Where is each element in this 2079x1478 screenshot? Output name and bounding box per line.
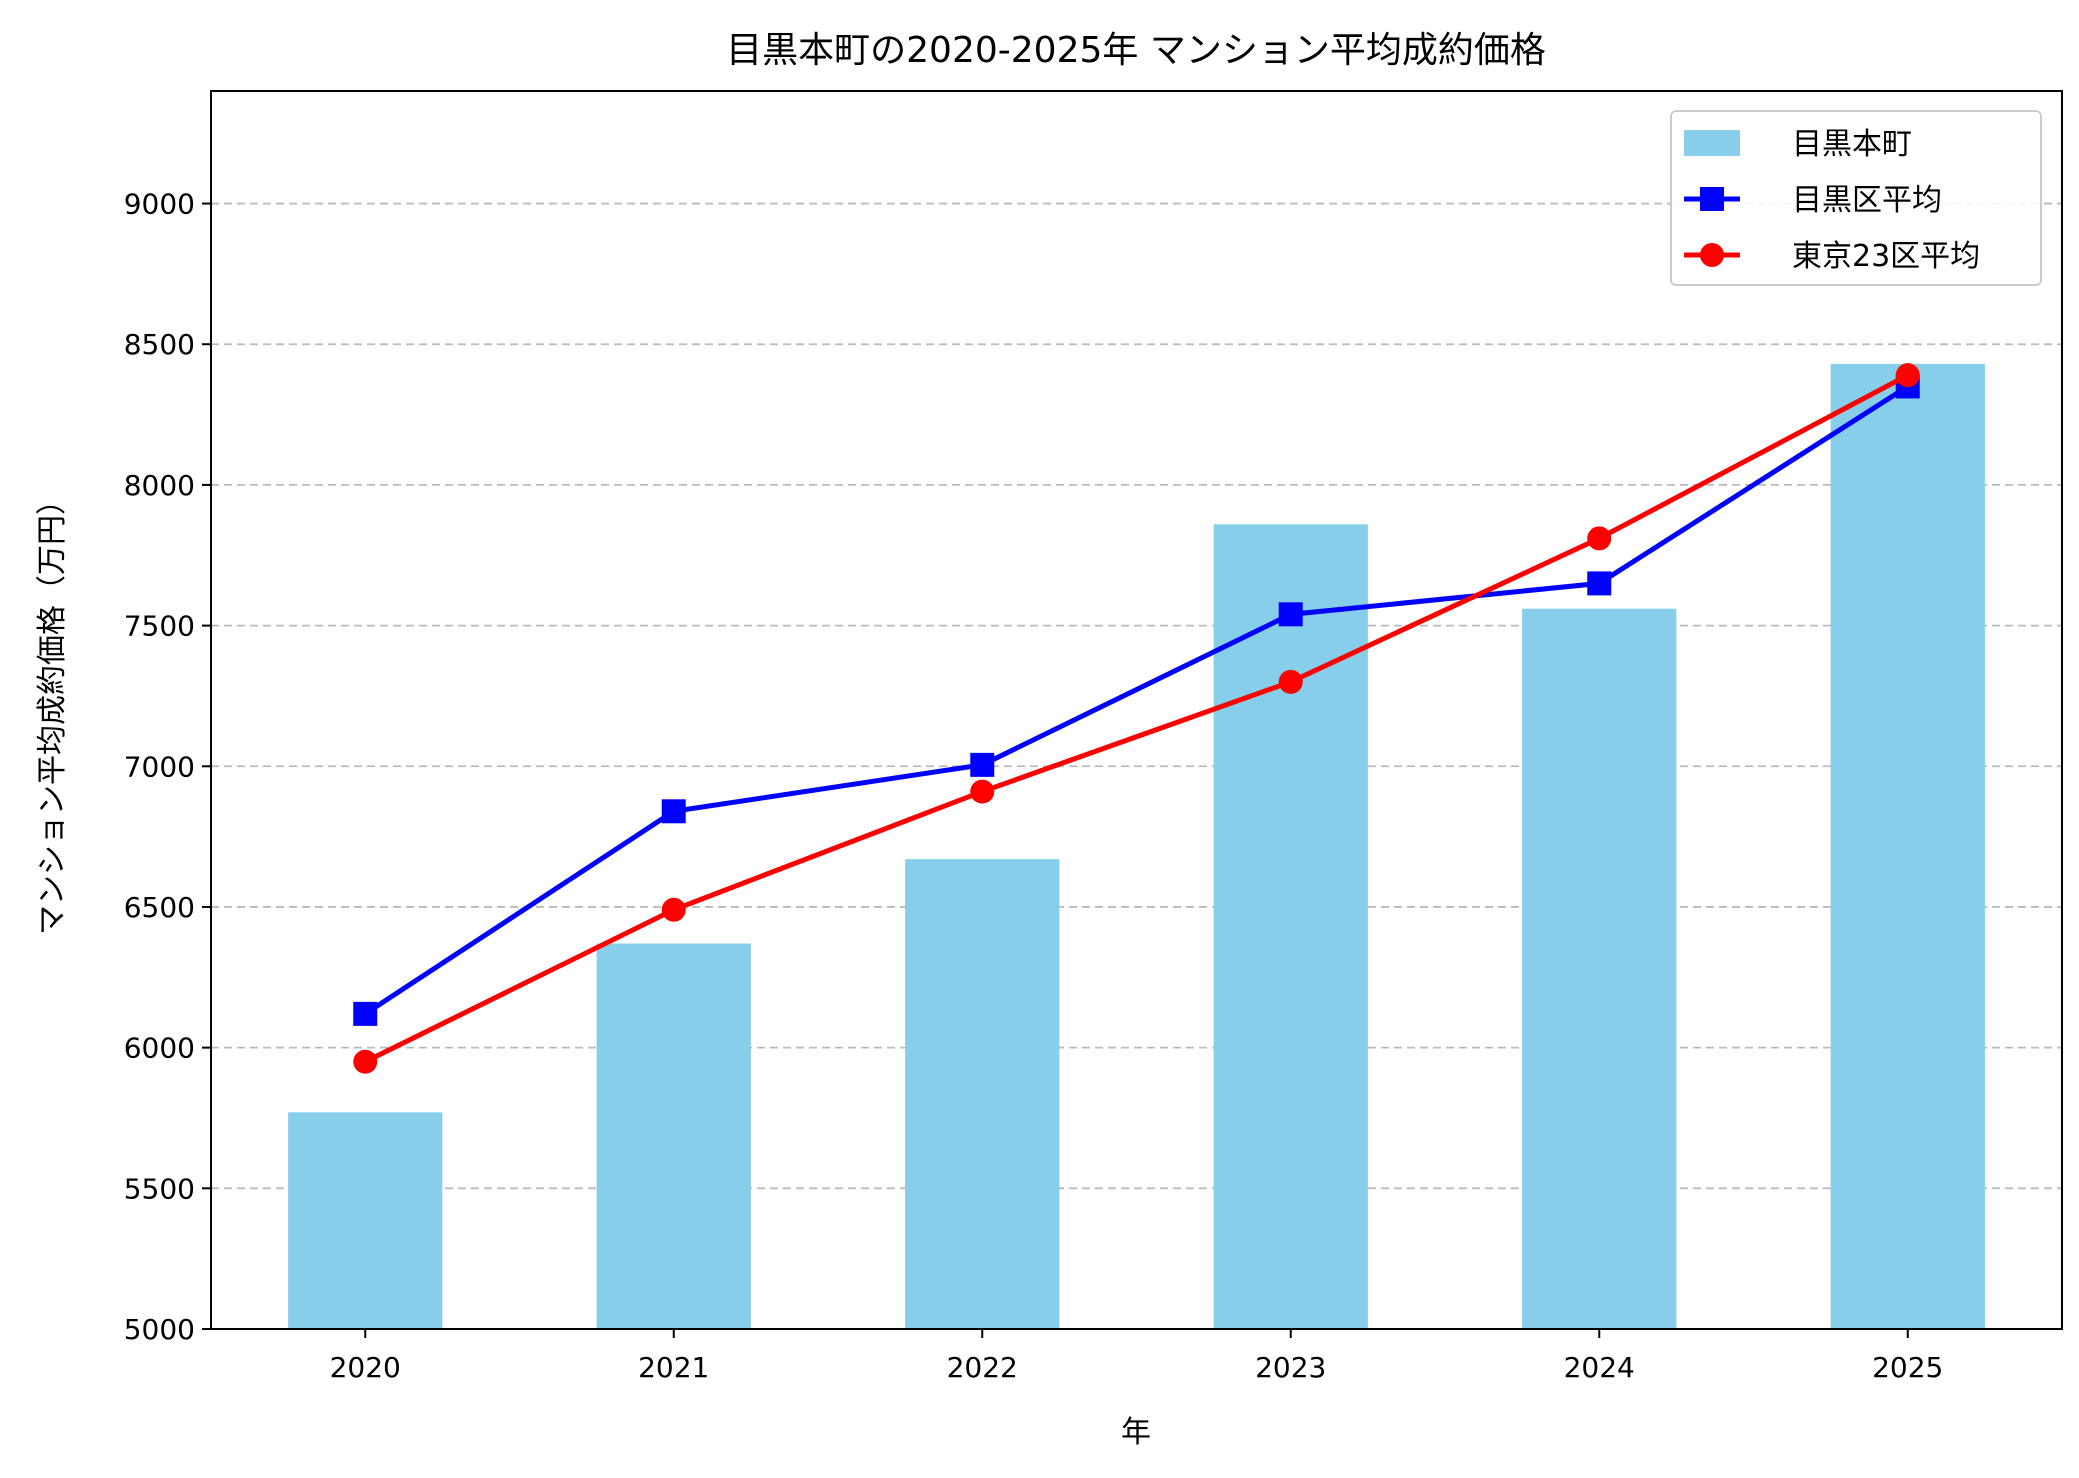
series-line — [363, 384, 1910, 1016]
bar — [288, 1112, 443, 1329]
data-point-square — [970, 752, 995, 777]
bar — [1213, 524, 1368, 1329]
data-point-circle — [970, 779, 995, 804]
lines — [353, 363, 1920, 1074]
y-tick-label: 6000 — [124, 1032, 195, 1065]
legend-label: 目黒区平均 — [1792, 183, 1942, 218]
data-point-circle — [661, 897, 686, 922]
grid — [211, 202, 2062, 1190]
bar — [905, 859, 1060, 1329]
x-tick-label: 2025 — [1872, 1351, 1943, 1384]
data-point-circle — [353, 1049, 378, 1074]
bar — [1830, 363, 1985, 1329]
data-point-square — [661, 799, 686, 824]
data-point-square — [353, 1001, 378, 1026]
y-tick-label: 7500 — [124, 610, 195, 643]
x-axis-label: 年 — [1121, 1415, 1151, 1450]
y-tick-label: 9000 — [124, 188, 195, 221]
legend-frame — [1670, 110, 2042, 286]
y-tick-label: 5500 — [124, 1172, 195, 1205]
x-tick-label: 2023 — [1255, 1351, 1326, 1384]
data-point-square — [1587, 571, 1612, 596]
x-tick-label: 2022 — [947, 1351, 1018, 1384]
data-point-circle — [1895, 363, 1920, 388]
data-point-circle — [1587, 526, 1612, 551]
legend-label: 目黒本町 — [1792, 127, 1912, 162]
data-point-square — [1278, 602, 1303, 627]
x-tick-label: 2020 — [330, 1351, 401, 1384]
series-line — [364, 372, 1909, 1064]
y-tick-label: 6500 — [124, 891, 195, 924]
legend-label: 東京23区平均 — [1792, 239, 1980, 274]
legend-swatch — [1684, 130, 1740, 156]
y-tick-label: 8000 — [124, 469, 195, 502]
legend-marker-square — [1700, 187, 1724, 211]
y-tick-label: 8500 — [124, 328, 195, 361]
y-tick-label: 7000 — [124, 750, 195, 783]
bars — [288, 363, 1985, 1329]
y-axis: 5000 5500 6000 6500 7000 7500 8000 8500 9000 — [124, 188, 211, 1346]
y-tick-label: 5000 — [124, 1313, 195, 1346]
legend-marker-circle — [1700, 243, 1724, 267]
x-tick-label: 2021 — [638, 1351, 709, 1384]
x-axis: 2020 2021 2022 2023 2024 2025 — [330, 1329, 1943, 1384]
chart-title: 目黒本町の2020-2025年 マンション平均成約価格 — [726, 30, 1546, 71]
y-axis-label: マンション平均成約価格（万円） — [35, 485, 70, 935]
x-tick-label: 2024 — [1564, 1351, 1635, 1384]
plot-frame — [210, 90, 2063, 1330]
bar — [596, 943, 751, 1329]
data-point-circle — [1278, 669, 1303, 694]
bar — [1522, 608, 1677, 1329]
